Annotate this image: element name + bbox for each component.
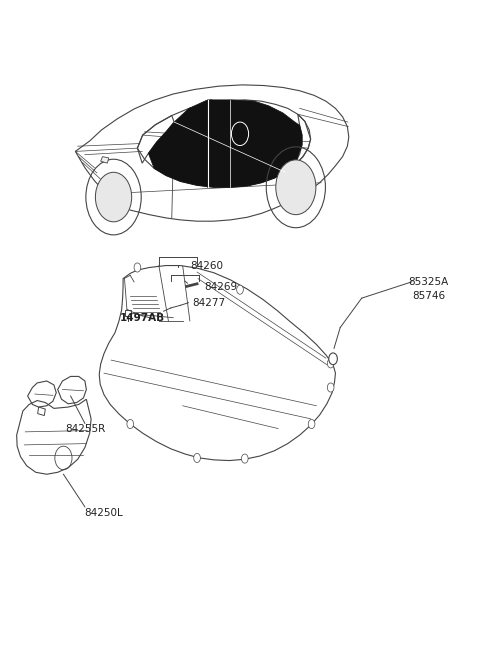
Circle shape <box>327 383 334 392</box>
Circle shape <box>329 353 337 365</box>
Text: 84250L: 84250L <box>84 508 123 518</box>
Circle shape <box>237 285 243 294</box>
Text: 84255R: 84255R <box>65 424 105 434</box>
Text: 1497AB: 1497AB <box>120 313 165 324</box>
Circle shape <box>308 419 315 428</box>
Circle shape <box>241 454 248 463</box>
Polygon shape <box>101 157 109 163</box>
Circle shape <box>327 359 334 368</box>
Circle shape <box>96 172 132 222</box>
Bar <box>124 310 131 316</box>
Circle shape <box>194 453 200 462</box>
Circle shape <box>134 263 141 272</box>
Circle shape <box>127 419 133 428</box>
Text: 84269: 84269 <box>204 282 238 292</box>
Polygon shape <box>148 100 302 187</box>
Circle shape <box>276 160 316 215</box>
Text: 85746: 85746 <box>412 291 445 301</box>
Text: 84277: 84277 <box>192 298 226 308</box>
Text: 84260: 84260 <box>190 261 223 271</box>
Text: 85325A: 85325A <box>408 277 449 287</box>
